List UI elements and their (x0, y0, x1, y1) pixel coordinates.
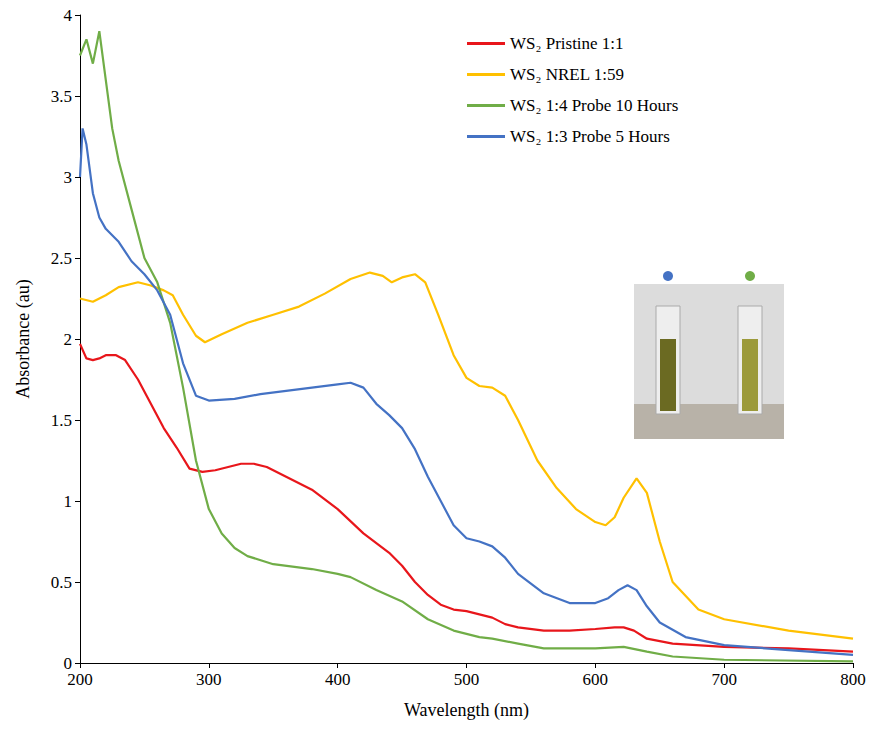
svg-text:600: 600 (583, 670, 609, 689)
svg-text:700: 700 (711, 670, 737, 689)
svg-text:2.5: 2.5 (51, 249, 72, 268)
svg-text:1.5: 1.5 (51, 411, 72, 430)
svg-text:WS₂ Pristine 1:1: WS₂ Pristine 1:1 (510, 34, 624, 53)
svg-text:WS₂ 1:3 Probe 5 Hours: WS₂ 1:3 Probe 5 Hours (510, 127, 670, 146)
svg-text:300: 300 (196, 670, 222, 689)
svg-text:1: 1 (64, 492, 73, 511)
svg-text:500: 500 (454, 670, 480, 689)
svg-text:0: 0 (63, 653, 72, 673)
svg-text:200: 200 (67, 670, 93, 689)
svg-text:Absorbance (au): Absorbance (au) (13, 279, 34, 398)
svg-text:400: 400 (325, 670, 351, 689)
svg-text:WS₂ 1:4 Probe 10 Hours: WS₂ 1:4 Probe 10 Hours (510, 96, 678, 115)
svg-text:4: 4 (64, 6, 73, 25)
svg-text:0.5: 0.5 (51, 573, 72, 592)
svg-text:3.5: 3.5 (51, 87, 72, 106)
svg-text:2: 2 (64, 330, 73, 349)
svg-text:Wavelength (nm): Wavelength (nm) (404, 700, 529, 721)
svg-text:800: 800 (840, 670, 866, 689)
svg-text:WS₂ NREL 1:59: WS₂ NREL 1:59 (510, 65, 624, 84)
svg-text:3: 3 (64, 168, 73, 187)
